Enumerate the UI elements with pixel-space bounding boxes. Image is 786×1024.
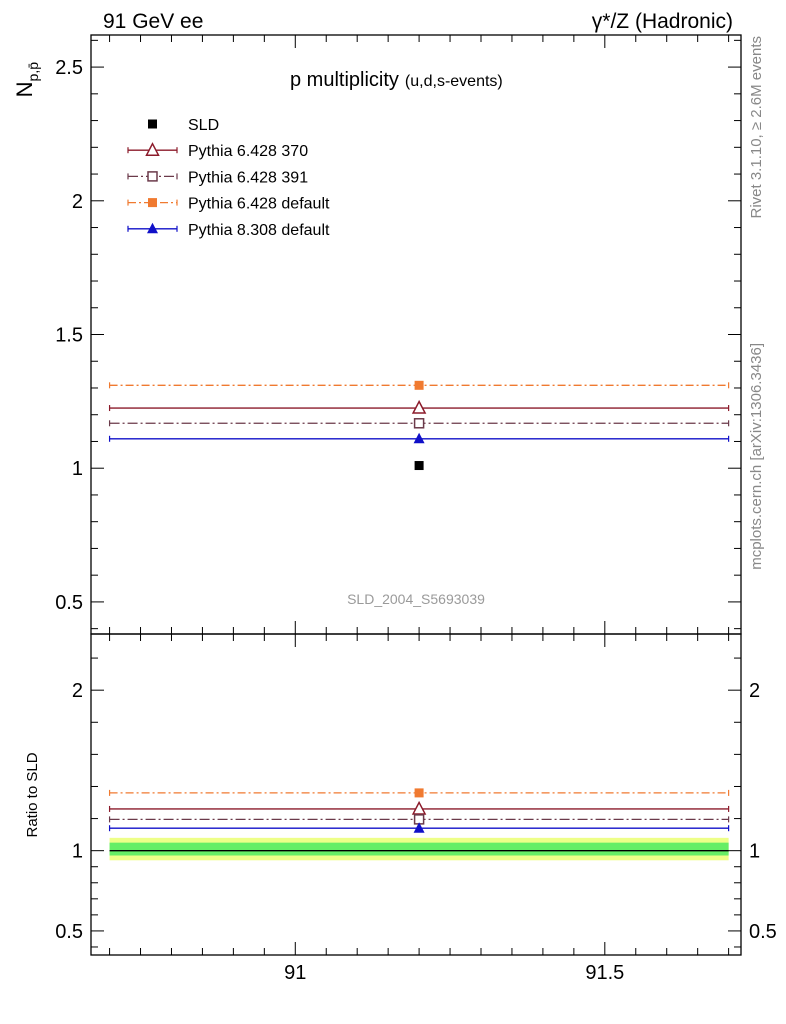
ratio-y-axis-label: Ratio to SLD xyxy=(24,752,41,837)
main-y-axis-label-sub: p,p̄ xyxy=(25,62,41,82)
x-tick-label: 91 xyxy=(284,962,306,984)
legend-label-3: Pythia 6.428 default xyxy=(188,196,330,213)
ratio-y-tick-label-left: 2 xyxy=(72,680,83,702)
series-3-main-marker xyxy=(413,432,425,444)
series-1-main-marker xyxy=(413,418,425,429)
analysis-id-label: SLD_2004_S5693039 xyxy=(347,591,485,607)
header-left-label: 91 GeV ee xyxy=(103,10,203,33)
main-y-tick-label: 2.5 xyxy=(55,57,83,79)
mcplots-label: mcplots.cern.ch [arXiv:1306.3436] xyxy=(748,343,765,570)
series-0-ratio-marker xyxy=(411,800,427,815)
legend-label-1: Pythia 6.428 370 xyxy=(188,143,308,160)
ratio-y-tick-label-right: 2 xyxy=(749,680,760,702)
ratio-y-tick-label-left: 0.5 xyxy=(55,921,83,943)
data-point-sld xyxy=(414,461,424,471)
main-y-axis-label-main: N xyxy=(12,81,37,97)
rivet-label: Rivet 3.1.10, ≥ 2.6M events xyxy=(748,36,765,219)
legend-label-2: Pythia 6.428 391 xyxy=(188,169,308,186)
legend: SLD Pythia 6.428 370 Pythia 6.428 391 Pythi… xyxy=(127,117,330,239)
legend-marker-1 xyxy=(145,142,160,156)
chart-subtitle: (u,d,s-events) xyxy=(405,73,503,90)
series-3-ratio-marker xyxy=(413,822,425,833)
legend-marker-2 xyxy=(147,171,158,182)
series-0-main-marker xyxy=(411,399,427,414)
series-2-main-marker xyxy=(414,380,424,390)
main-y-axis-label: Np,p̄ xyxy=(12,62,41,98)
legend-label-0: SLD xyxy=(188,117,219,134)
legend-marker-4 xyxy=(147,222,158,234)
main-panel: 0.5 1 1.5 2 2.5 xyxy=(55,34,742,635)
main-y-tick-label: 2 xyxy=(72,191,83,213)
chart-title: p multiplicity (u,d,s-events) xyxy=(290,69,503,91)
ratio-panel: 0.5 0.5 1 1 2 2 91 91.5 xyxy=(55,633,777,984)
legend-marker-0 xyxy=(148,119,157,129)
ratio-frame xyxy=(90,633,742,956)
ratio-band-inner xyxy=(109,842,729,856)
header-right-label: γ*/Z (Hadronic) xyxy=(592,10,733,33)
ratio-y-tick-label-right: 0.5 xyxy=(749,921,777,943)
chart-title-main: p multiplicity xyxy=(290,69,399,91)
main-y-tick-label: 1.5 xyxy=(55,325,83,347)
series-2-ratio-marker xyxy=(414,788,424,798)
ratio-y-tick-label-left: 1 xyxy=(72,841,83,863)
x-tick-label: 91.5 xyxy=(585,962,624,984)
main-y-tick-label: 0.5 xyxy=(55,592,83,614)
main-y-tick-label: 1 xyxy=(72,458,83,480)
legend-marker-3 xyxy=(148,198,157,208)
ratio-y-tick-label-right: 1 xyxy=(749,841,760,863)
legend-label-4: Pythia 8.308 default xyxy=(188,222,330,239)
